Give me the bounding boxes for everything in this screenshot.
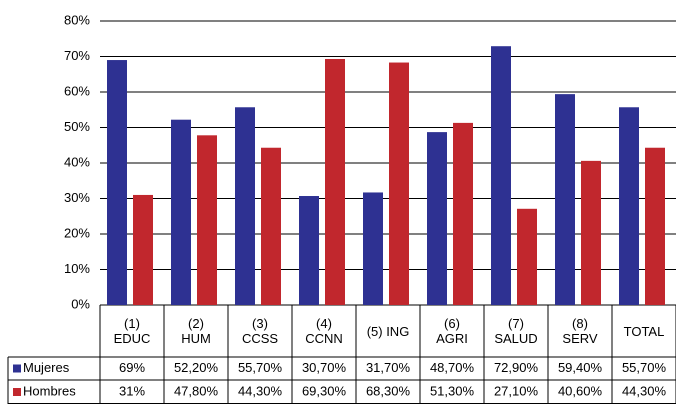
- bar: [261, 147, 281, 305]
- x-tick-label: (2) HUM: [164, 305, 228, 357]
- bar: [581, 160, 601, 305]
- bar: [325, 58, 345, 305]
- data-label: 55,70%: [622, 360, 667, 375]
- y-tick-label: 20%: [64, 225, 90, 240]
- data-label: 31%: [119, 383, 145, 398]
- data-label: 48,70%: [430, 360, 475, 375]
- data-label: 40,60%: [558, 383, 603, 398]
- bar: [555, 94, 575, 305]
- data-label: 69,30%: [302, 383, 347, 398]
- legend-label: Mujeres: [23, 360, 70, 375]
- x-tick-label: (7) SALUD: [484, 305, 548, 357]
- bar: [171, 119, 191, 305]
- legend-label: Hombres: [23, 383, 76, 398]
- category-text: (1) EDUC: [113, 316, 151, 346]
- data-label: 68,30%: [366, 383, 411, 398]
- category-text: TOTAL: [623, 323, 665, 339]
- bar: [389, 62, 409, 305]
- data-label: 44,30%: [238, 383, 283, 398]
- y-tick-label: 40%: [64, 154, 90, 169]
- category-text: (3) CCSS: [241, 316, 279, 346]
- y-tick-label: 80%: [64, 12, 90, 27]
- category-text: (2) HUM: [181, 316, 211, 346]
- bar: [363, 192, 383, 305]
- bar: [235, 107, 255, 305]
- y-tick-label: 0%: [71, 296, 90, 311]
- bar: [645, 147, 665, 305]
- data-label: 55,70%: [238, 360, 283, 375]
- bar: [453, 122, 473, 305]
- data-label: 72,90%: [494, 360, 539, 375]
- data-label: 44,30%: [622, 383, 667, 398]
- x-tick-label: (6) AGRI: [420, 305, 484, 357]
- x-tick-label: (5) ING: [356, 305, 420, 357]
- y-tick-label: 70%: [64, 48, 90, 63]
- category-text: (5) ING: [366, 323, 410, 339]
- bar: [133, 194, 153, 305]
- bar: [427, 132, 447, 305]
- bar: [107, 60, 127, 305]
- data-label: 69%: [119, 360, 145, 375]
- category-text: (7) SALUD: [494, 316, 538, 346]
- category-text: (8) SERV: [562, 316, 598, 346]
- data-label: 52,20%: [174, 360, 219, 375]
- bar: [517, 208, 537, 305]
- category-text: (4) CCNN: [305, 316, 343, 346]
- data-label: 27,10%: [494, 383, 539, 398]
- data-label: 47,80%: [174, 383, 219, 398]
- x-tick-label: (4) CCNN: [292, 305, 356, 357]
- legend-key: [13, 388, 21, 396]
- data-label: 51,30%: [430, 383, 475, 398]
- category-text: (6) AGRI: [436, 316, 468, 346]
- x-tick-label: TOTAL: [612, 305, 676, 357]
- y-tick-label: 10%: [64, 261, 90, 276]
- y-tick-label: 60%: [64, 83, 90, 98]
- bar: [491, 46, 511, 306]
- x-tick-label: (3) CCSS: [228, 305, 292, 357]
- y-tick-label: 30%: [64, 190, 90, 205]
- bar: [299, 196, 319, 305]
- y-tick-label: 50%: [64, 119, 90, 134]
- data-label: 31,70%: [366, 360, 411, 375]
- bar: [619, 107, 639, 305]
- data-label: 59,40%: [558, 360, 603, 375]
- x-tick-label: (1) EDUC: [100, 305, 164, 357]
- x-tick-label: (8) SERV: [548, 305, 612, 357]
- bar: [197, 135, 217, 305]
- legend-key: [13, 364, 21, 373]
- data-label: 30,70%: [302, 360, 347, 375]
